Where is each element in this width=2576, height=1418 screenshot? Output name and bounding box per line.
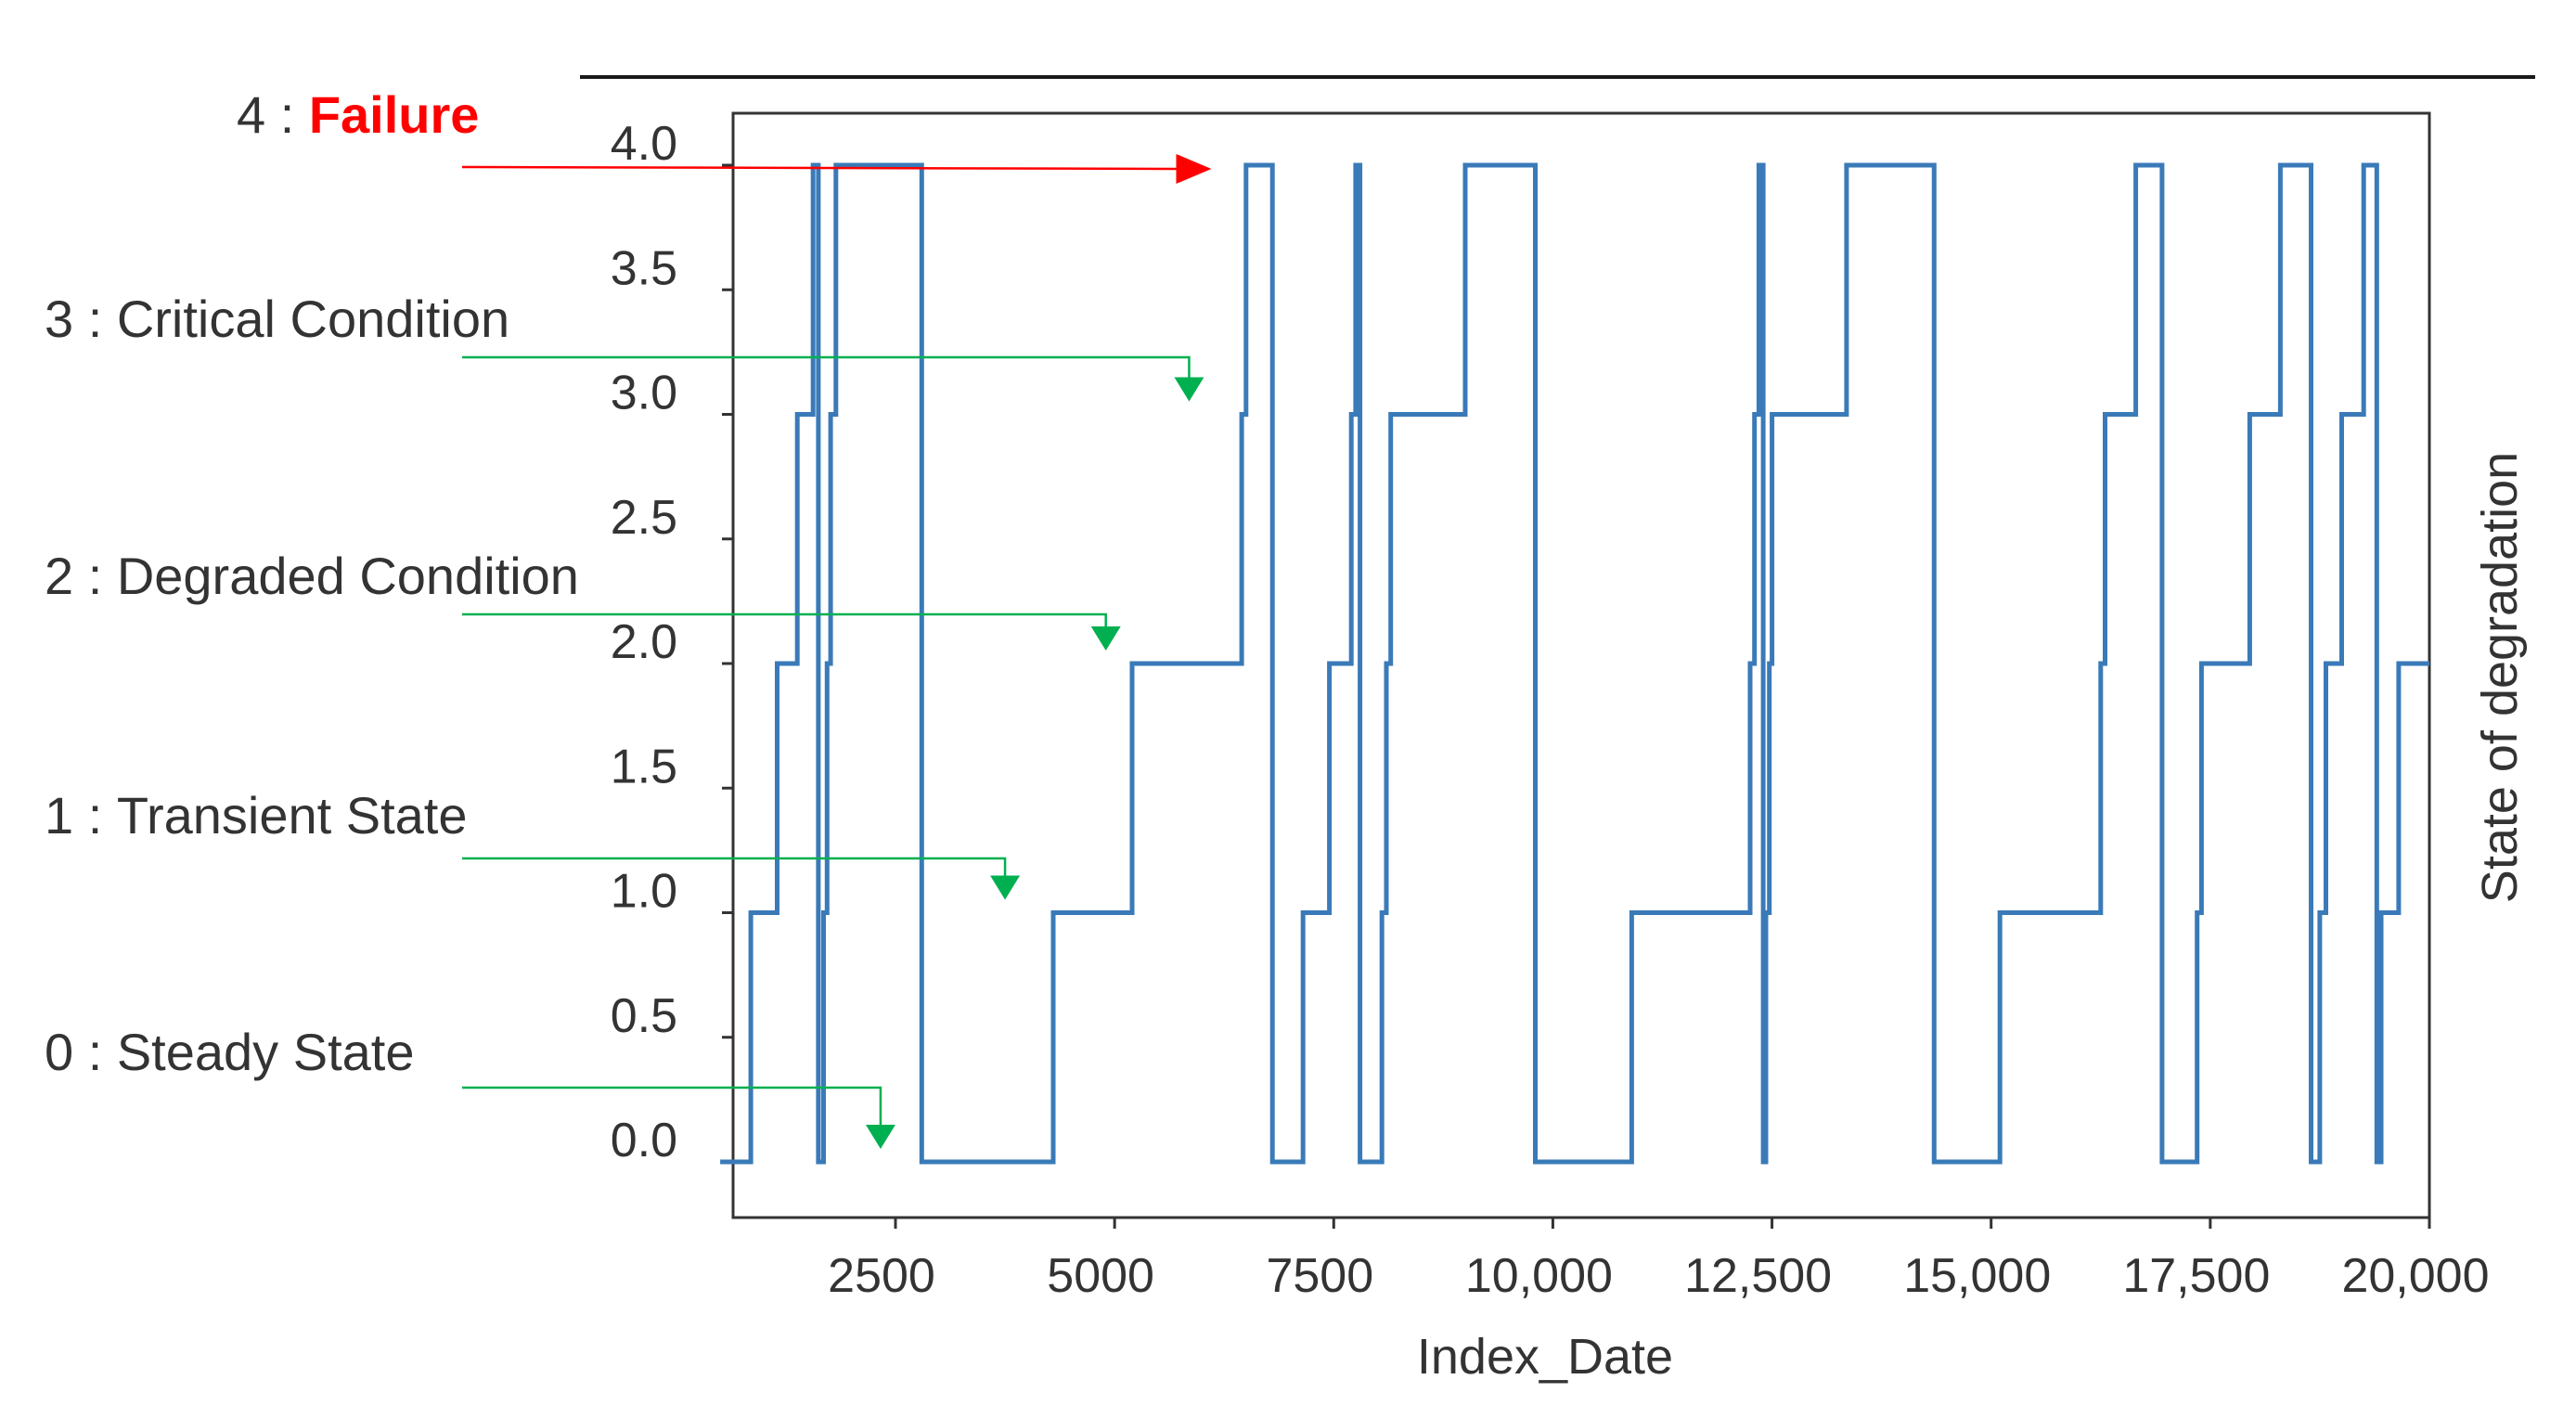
y-tick-label: 2.0 <box>611 615 677 669</box>
state-arrowhead <box>990 875 1021 900</box>
y-axis: 0.0 0.5 1.0 1.5 2.0 2.5 3.0 3.5 4.0 <box>611 117 733 1167</box>
state-arrowhead <box>1174 377 1204 402</box>
state-prefix: 4 : <box>237 85 309 144</box>
failure-arrow <box>461 165 1180 171</box>
state-name: Critical Condition <box>117 290 509 348</box>
state-label: 0 : Steady State <box>45 1023 415 1081</box>
state-label: 4 : Failure <box>237 85 479 144</box>
state-arrow <box>462 612 1107 630</box>
y-tick-label: 0.0 <box>611 1114 677 1167</box>
x-tick-label: 20,000 <box>2341 1249 2489 1303</box>
state-label: 1 : Transient State <box>45 786 468 844</box>
state-name: Transient State <box>117 786 468 844</box>
y-tick-label: 3.5 <box>611 241 677 295</box>
state-arrow <box>462 857 1007 880</box>
y-axis-title: State of degradation <box>2472 452 2528 903</box>
series-line <box>720 162 2429 1165</box>
x-tick-label: 17,500 <box>2122 1249 2270 1303</box>
state-arrow <box>462 355 1191 381</box>
state-arrowhead <box>865 1125 895 1149</box>
state-name: Failure <box>309 85 480 144</box>
state-prefix: 2 : <box>45 547 117 605</box>
state-annotations: 4 : Failure 3 : Critical Condition 2 : Deg… <box>45 85 1212 1149</box>
state-arrow <box>462 1086 882 1128</box>
y-tick-label: 2.5 <box>611 491 677 545</box>
state-label: 2 : Degraded Condition <box>45 547 579 605</box>
x-tick-label: 15,000 <box>1903 1249 2051 1303</box>
y-tick-label: 3.0 <box>611 367 677 420</box>
y-tick-label: 1.0 <box>611 865 677 919</box>
x-axis-title: Index_Date <box>1417 1329 1673 1385</box>
x-tick-label: 2500 <box>828 1249 935 1303</box>
state-prefix: 1 : <box>45 786 117 844</box>
state-name: Steady State <box>117 1023 415 1081</box>
x-tick-label: 7500 <box>1266 1249 1373 1303</box>
y-tick-label: 0.5 <box>611 989 677 1043</box>
state-prefix: 0 : <box>45 1023 117 1081</box>
failure-arrowhead <box>1176 154 1212 184</box>
state-name: Degraded Condition <box>117 547 579 605</box>
y-tick-label: 1.5 <box>611 740 677 793</box>
state-arrowhead <box>1090 626 1121 651</box>
x-tick-label: 10,000 <box>1465 1249 1613 1303</box>
x-tick-label: 12,500 <box>1684 1249 1832 1303</box>
state-label: 3 : Critical Condition <box>45 290 509 348</box>
state-prefix: 3 : <box>45 290 117 348</box>
plot-frame <box>731 111 2431 1219</box>
y-tick-label: 4.0 <box>611 117 677 171</box>
series-layer <box>720 162 2429 1165</box>
x-tick-label: 5000 <box>1047 1249 1154 1303</box>
x-axis: 2500 5000 7500 10,000 12,500 15,000 17,500 20,0… <box>828 1218 2490 1303</box>
